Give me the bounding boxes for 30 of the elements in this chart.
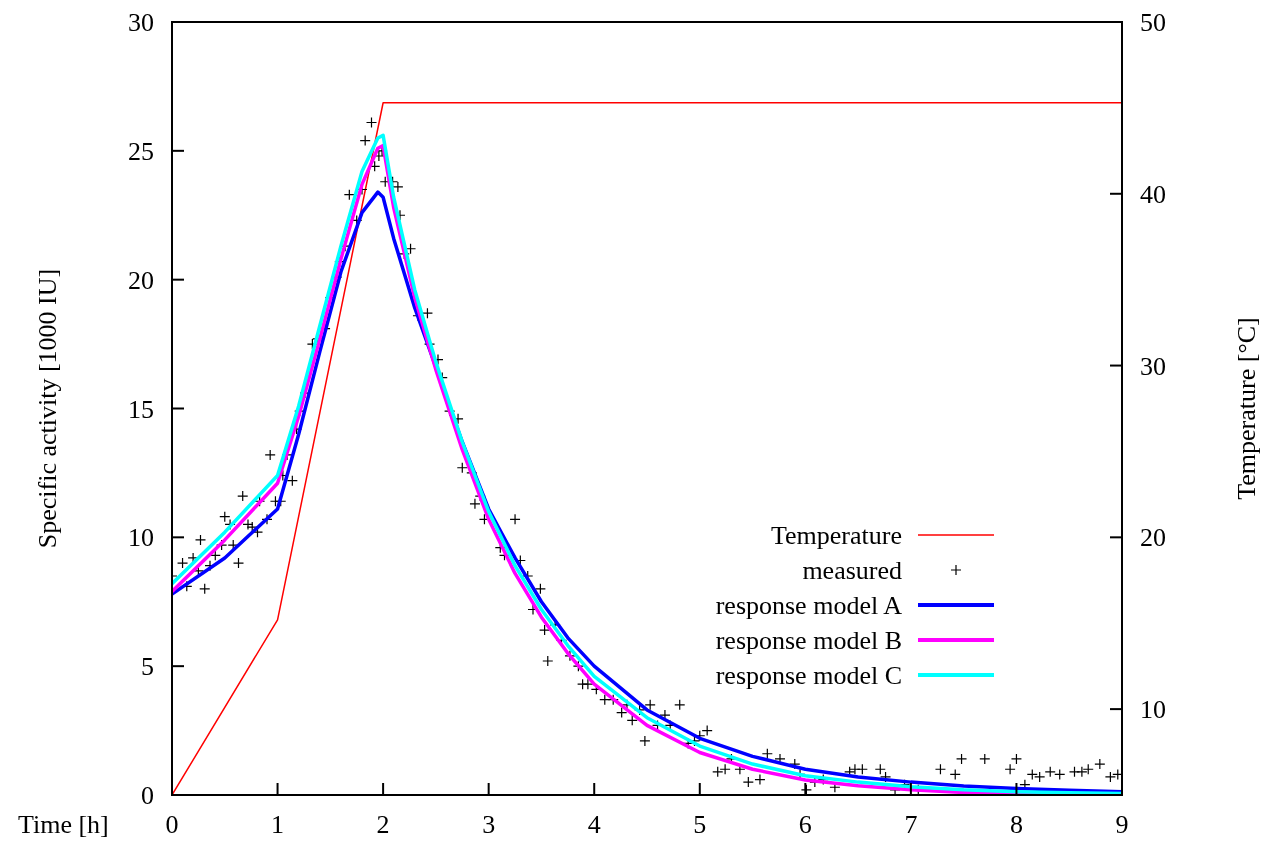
x-tick-label: 0 bbox=[165, 810, 179, 839]
y2-tick-label: 40 bbox=[1140, 179, 1166, 209]
y-tick-label: 20 bbox=[128, 265, 154, 295]
x-tick-label: 9 bbox=[1115, 810, 1129, 839]
x-tick-label: 1 bbox=[271, 810, 285, 839]
legend-label: response model C bbox=[715, 661, 902, 691]
y2-tick-label: 50 bbox=[1140, 8, 1166, 38]
y2-tick-label: 20 bbox=[1140, 523, 1166, 553]
x-tick-label: 3 bbox=[482, 810, 496, 839]
y2-tick-label: 10 bbox=[1140, 695, 1166, 725]
legend-label: response model B bbox=[715, 626, 902, 656]
x-tick-label: 8 bbox=[1009, 810, 1023, 839]
y-tick-label: 15 bbox=[128, 394, 154, 424]
y-tick-label: 10 bbox=[128, 523, 154, 553]
x-tick-label: 5 bbox=[693, 810, 707, 839]
x-tick-label: 2 bbox=[376, 810, 390, 839]
y-tick-label: 5 bbox=[141, 652, 154, 682]
y-tick-label: 0 bbox=[141, 781, 154, 811]
x-axis-title: Time [h] bbox=[18, 810, 109, 839]
y2-axis-title: Temperature [°C] bbox=[1232, 317, 1261, 500]
y-tick-label: 30 bbox=[128, 8, 154, 38]
y2-tick-label: 30 bbox=[1140, 351, 1166, 381]
x-tick-label: 4 bbox=[587, 810, 601, 839]
y-tick-label: 25 bbox=[128, 136, 154, 166]
legend-label: response model A bbox=[715, 591, 903, 621]
legend-label: Temperature bbox=[771, 521, 902, 551]
x-tick-label: 7 bbox=[904, 810, 918, 839]
y-axis-title: Specific activity [1000 IU] bbox=[33, 268, 62, 549]
x-tick-label: 6 bbox=[798, 810, 812, 839]
legend-label: measured bbox=[802, 556, 902, 586]
